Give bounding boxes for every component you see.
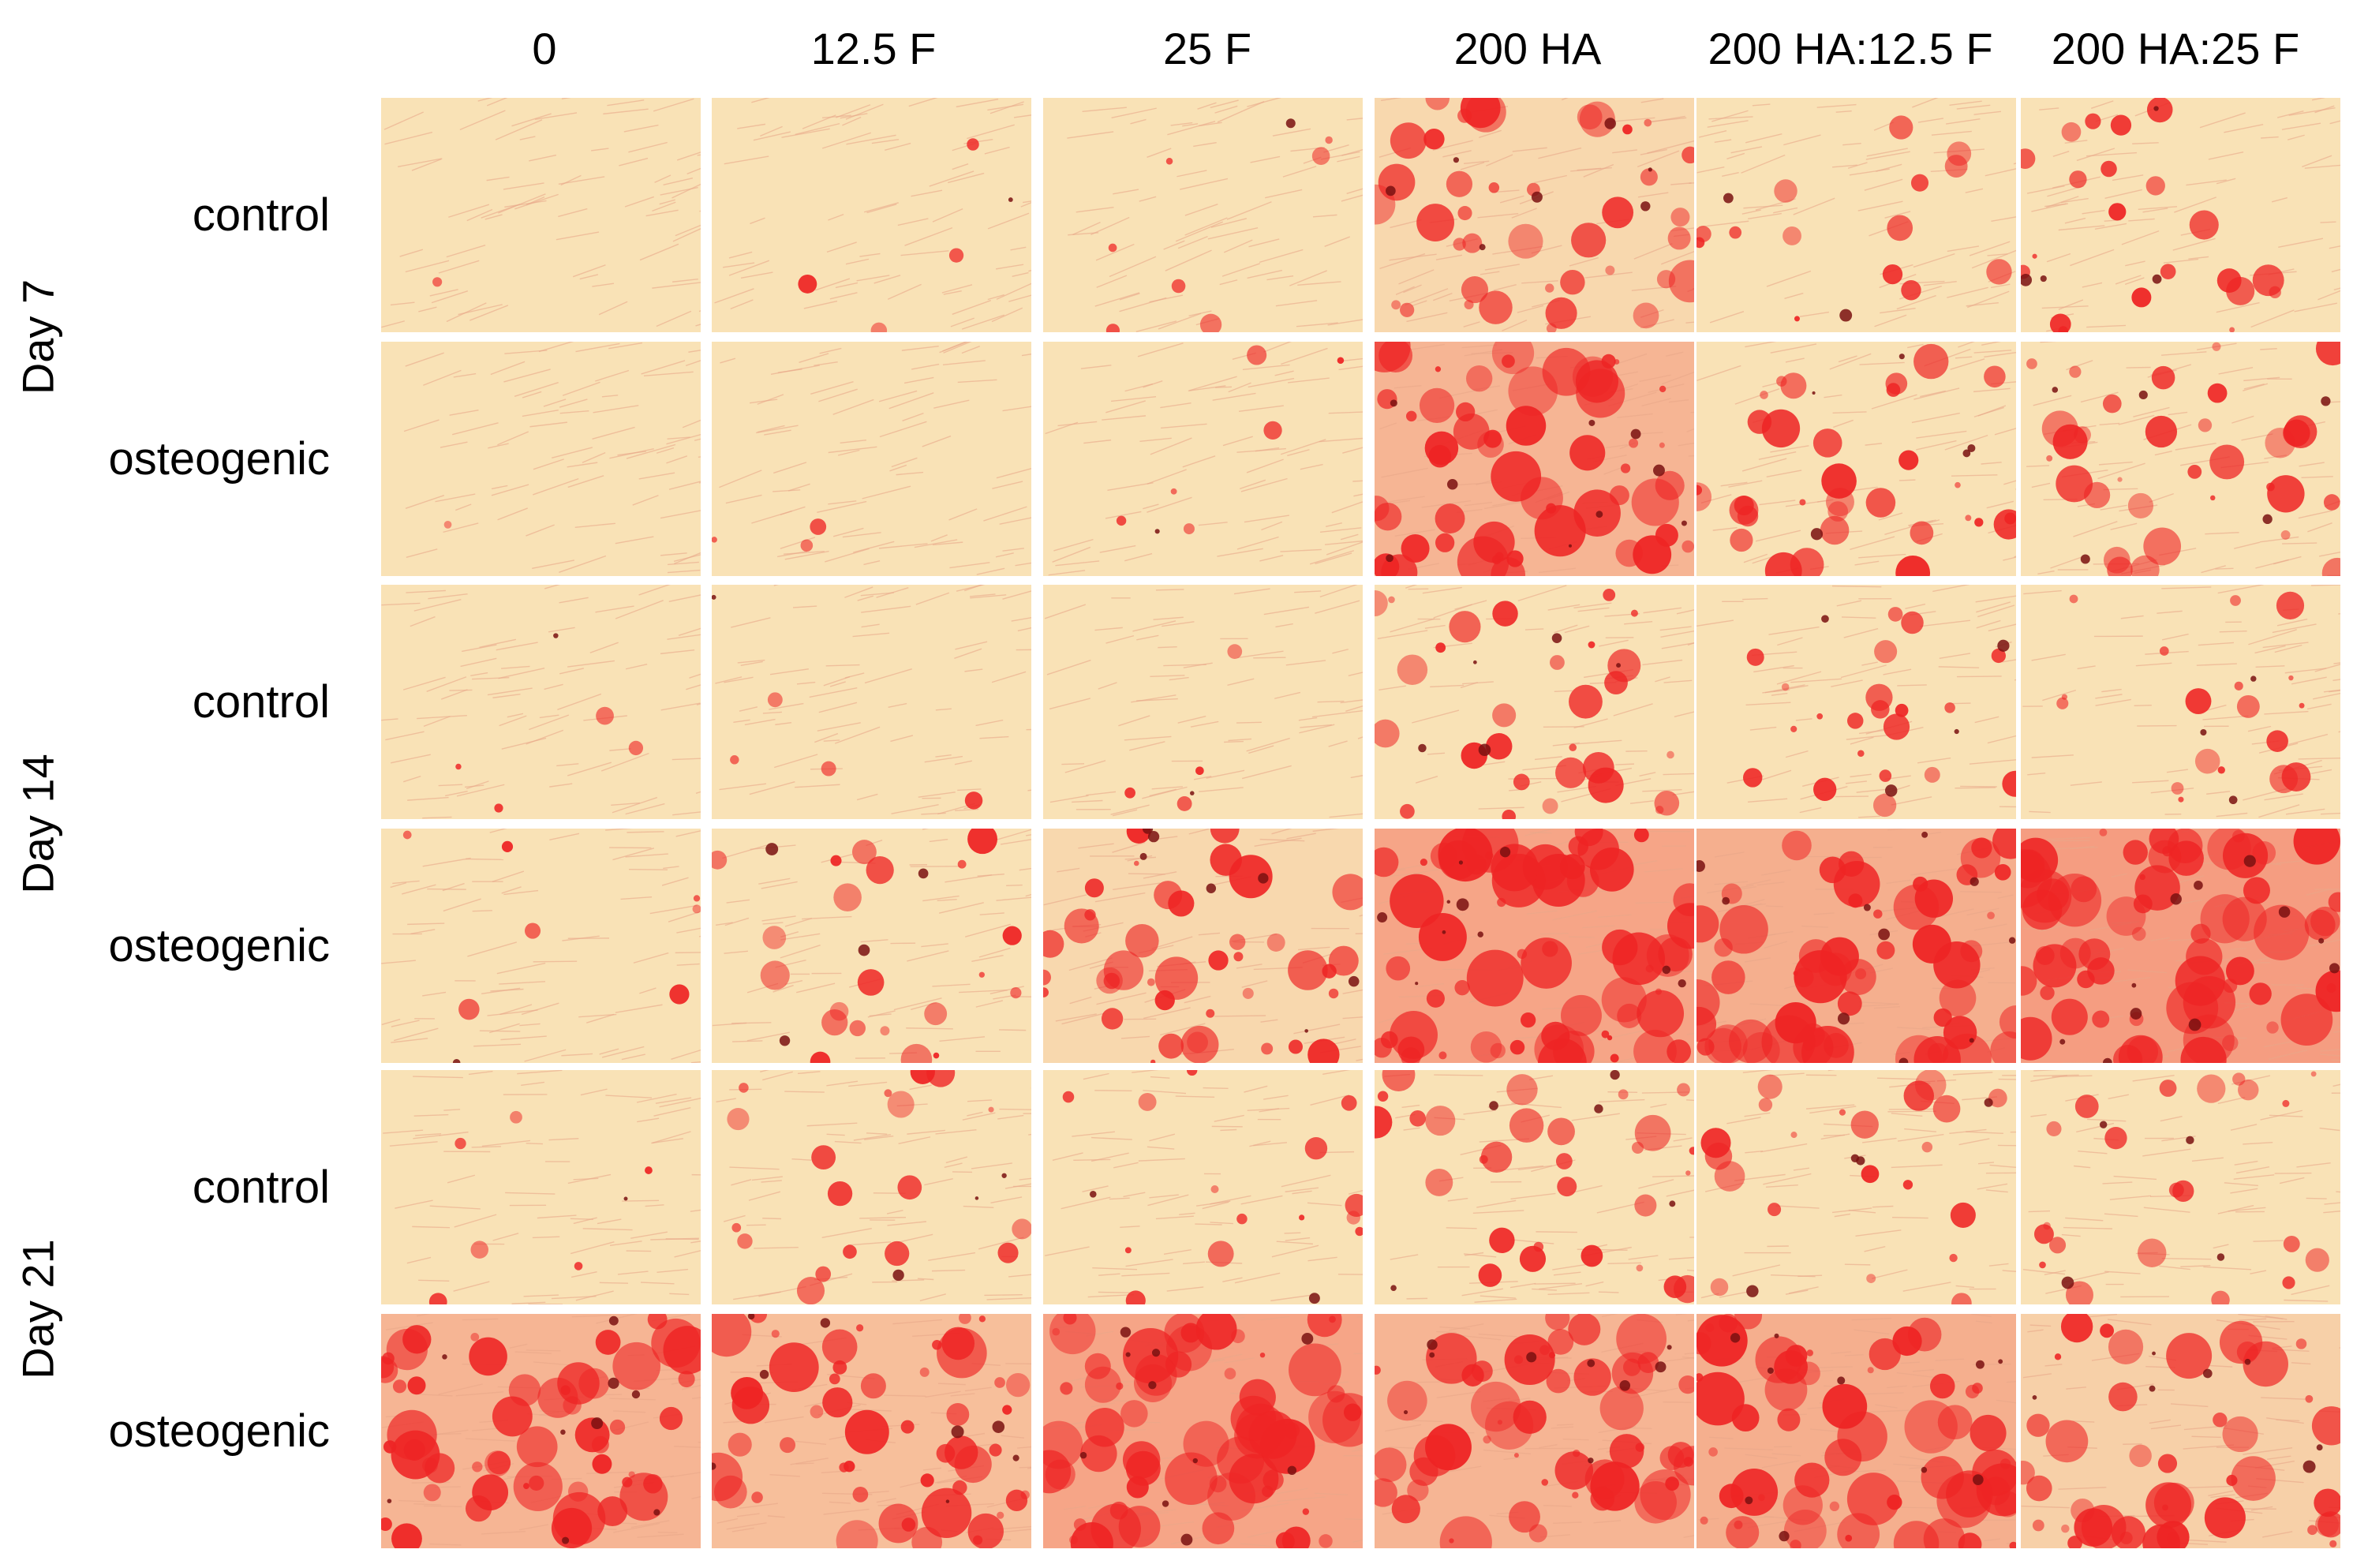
column-label: 200 HA	[1453, 24, 1602, 73]
micrograph-panel	[1043, 585, 1363, 819]
micrograph-panel	[1043, 1070, 1363, 1304]
condition-label: osteogenic	[108, 1405, 330, 1457]
micrograph-panel	[381, 585, 701, 819]
micrograph-panel	[2021, 829, 2340, 1063]
micrograph-panel	[1043, 342, 1363, 576]
micrograph-panel	[1375, 585, 1694, 819]
column-label: 0	[532, 24, 557, 73]
micrograph-panel	[381, 1070, 701, 1304]
micrograph-panel	[712, 829, 1031, 1063]
micrograph-panel	[1375, 829, 1694, 1063]
micrograph-panel	[1696, 1314, 2016, 1548]
micrograph-panel	[712, 1314, 1031, 1548]
micrograph-panel	[1375, 98, 1694, 332]
condition-label: control	[192, 1161, 330, 1213]
condition-label: control	[192, 189, 330, 241]
column-label: 200 HA:12.5 F	[1708, 24, 1993, 73]
micrograph-panel	[2021, 1314, 2340, 1548]
day-label-text: Day 14	[13, 754, 63, 894]
micrograph-panel	[712, 98, 1031, 332]
micrograph-panel	[1696, 342, 2016, 576]
column-label: 12.5 F	[810, 24, 937, 73]
micrograph-panel	[1696, 98, 2016, 332]
micrograph-panel	[712, 585, 1031, 819]
micrograph-panel	[2021, 1070, 2340, 1304]
micrograph-panel	[1375, 1070, 1694, 1304]
day-label-text: Day 7	[13, 279, 63, 395]
condition-label: control	[192, 675, 330, 728]
micrograph-panel	[1043, 829, 1363, 1063]
condition-label: osteogenic	[108, 919, 330, 971]
condition-label: osteogenic	[108, 432, 330, 485]
micrograph-panel	[381, 1314, 701, 1548]
column-label: 25 F	[1162, 24, 1252, 73]
micrograph-panel	[381, 829, 701, 1063]
micrograph-panel	[381, 342, 701, 576]
day-label-text: Day 21	[13, 1239, 63, 1379]
micrograph-panel	[1043, 98, 1363, 332]
micrograph-panel	[712, 1070, 1031, 1304]
micrograph-panel	[2021, 342, 2340, 576]
micrograph-panel	[1696, 585, 2016, 819]
micrograph-panel	[1696, 1070, 2016, 1304]
micrograph-panel	[2021, 585, 2340, 819]
micrograph-panel	[2021, 98, 2340, 332]
micrograph-panel	[1043, 1314, 1363, 1548]
micrograph-panel	[712, 342, 1031, 576]
micrograph-panel	[1375, 1314, 1694, 1548]
micrograph-panel	[1696, 829, 2016, 1063]
micrograph-panel	[1375, 342, 1694, 576]
micrograph-panel	[381, 98, 701, 332]
column-label: 200 HA:25 F	[2051, 24, 2300, 73]
